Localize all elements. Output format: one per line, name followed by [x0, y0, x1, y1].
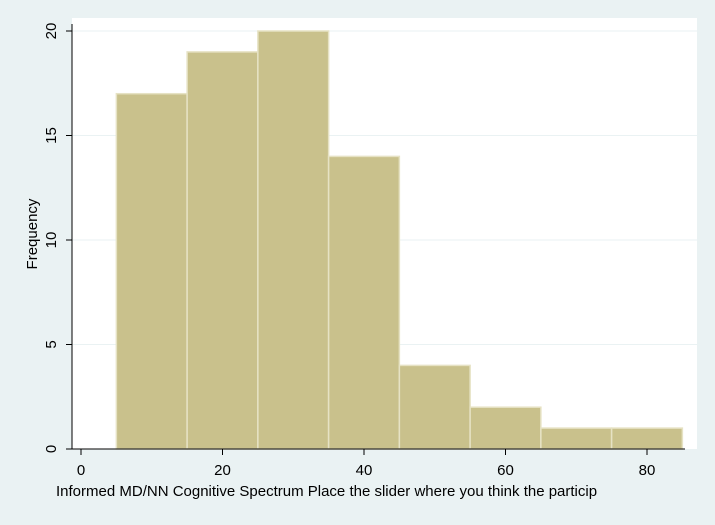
axes	[71, 24, 685, 450]
histogram-bars	[115, 30, 684, 450]
y-tick-label-0: 0	[43, 445, 60, 453]
x-axis-title: Informed MD/NN Cognitive Spectrum Place …	[56, 483, 597, 500]
x-tick-label-20: 20	[214, 462, 231, 479]
y-axis-title: Frequency	[24, 198, 41, 269]
histogram-bar-5	[469, 406, 542, 450]
histogram-bar-7	[610, 427, 684, 450]
histogram-bar-3	[327, 155, 401, 450]
y-tick-label-20: 20	[43, 23, 60, 40]
x-tick-label-60: 60	[497, 462, 514, 479]
y-tick-label-10: 10	[43, 232, 60, 249]
histogram-bar-1	[186, 51, 259, 450]
histogram-bar-0	[115, 92, 188, 450]
x-tick-label-40: 40	[356, 462, 373, 479]
y-tick-label-5: 5	[43, 340, 60, 348]
histogram-bar-4	[398, 364, 471, 450]
histogram-bar-6	[540, 427, 613, 450]
tick-labels: 0 5 10 15 20 0 20 40 60 80	[43, 23, 655, 479]
histogram-bar-2	[257, 30, 330, 450]
y-tick-label-15: 15	[43, 127, 60, 144]
x-tick-label-80: 80	[639, 462, 656, 479]
x-tick-label-0: 0	[77, 462, 85, 479]
